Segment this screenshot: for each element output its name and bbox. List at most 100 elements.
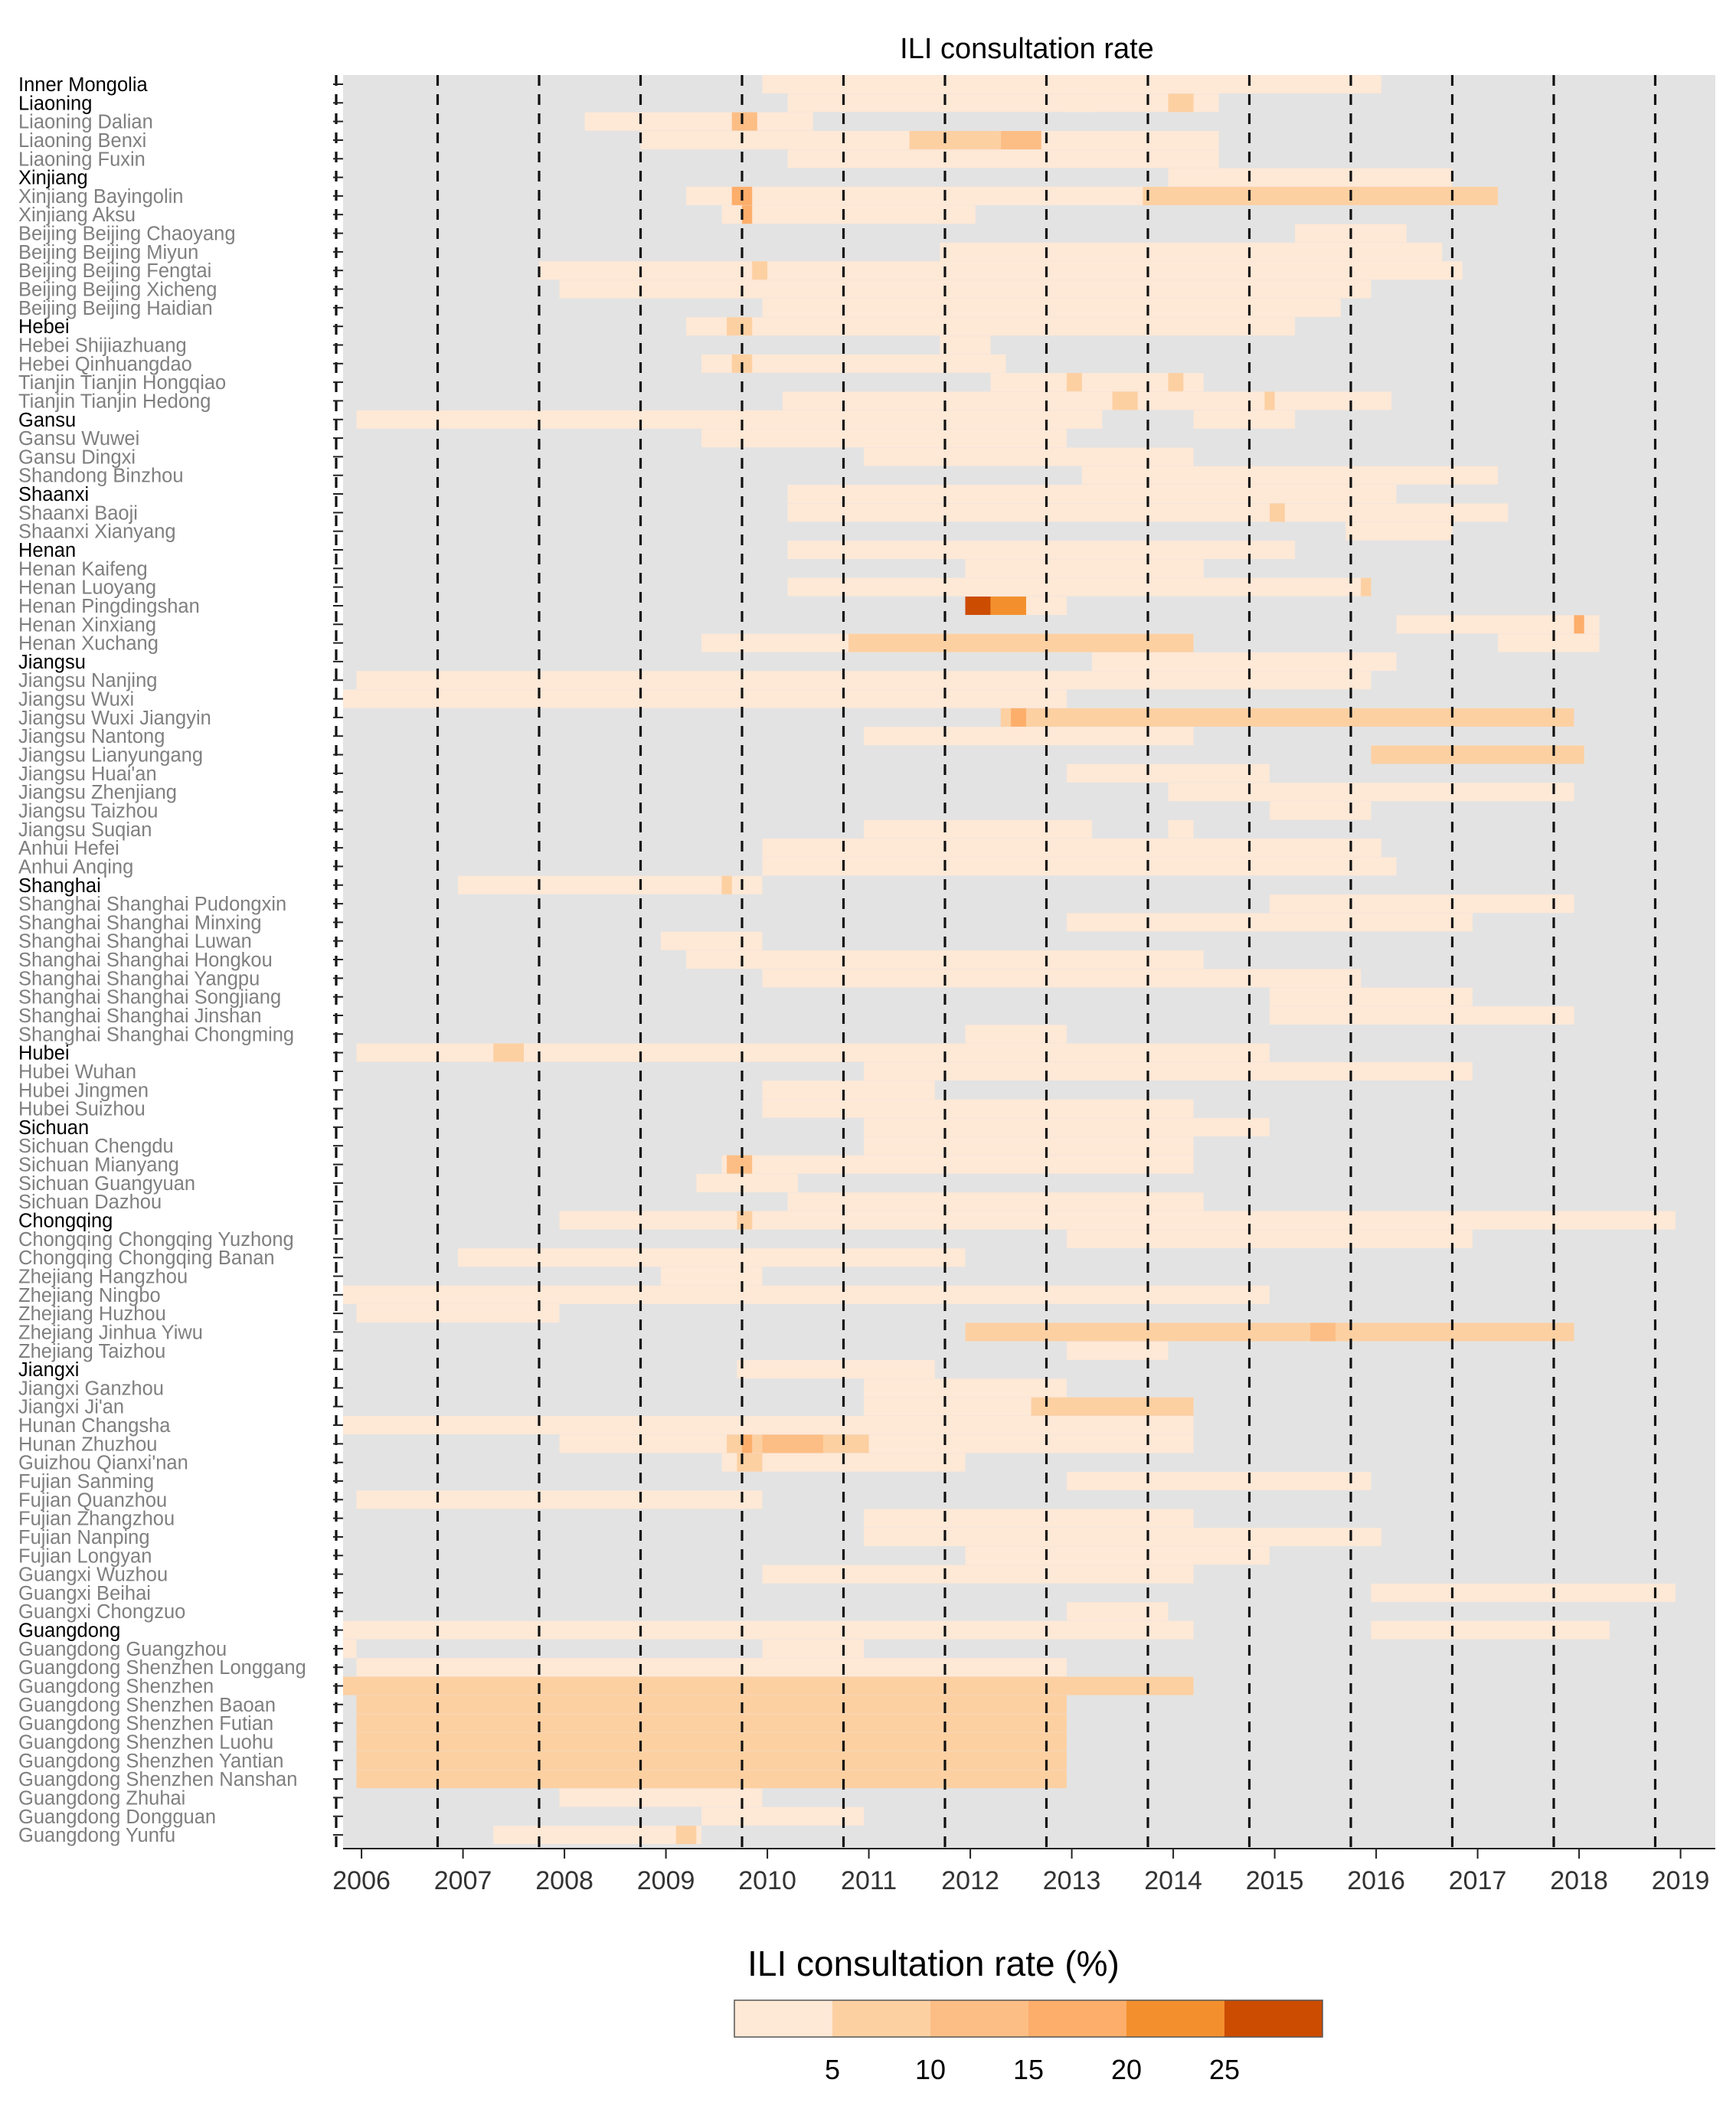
heatmap-cell bbox=[675, 1826, 697, 1845]
heatmap-cell bbox=[559, 1788, 763, 1807]
heatmap-panel bbox=[335, 75, 1715, 1849]
heatmap-cell bbox=[762, 1099, 1194, 1118]
row-label: Henan Luoyang bbox=[18, 577, 156, 599]
legend: ILI consultation rate (%) 5 10 15 20 25 bbox=[734, 1944, 1323, 2085]
row-label: Beijing Beijing Fengtai bbox=[18, 260, 211, 282]
legend-swatch bbox=[734, 2000, 832, 2037]
heatmap-cell bbox=[1067, 1229, 1473, 1248]
heatmap-cell bbox=[787, 149, 1219, 168]
heatmap-cell bbox=[1067, 913, 1473, 932]
heatmap-cell bbox=[990, 597, 1026, 615]
heatmap-cell bbox=[1168, 168, 1453, 187]
heatmap-cell bbox=[696, 1173, 798, 1192]
heatmap-cell bbox=[990, 373, 1204, 392]
row-label: Sichuan Mianyang bbox=[18, 1155, 179, 1176]
row-label: Shanghai Shanghai Luwan bbox=[18, 931, 252, 953]
heatmap-cell bbox=[343, 1620, 1194, 1640]
row-label: Liaoning Fuxin bbox=[18, 149, 145, 170]
heatmap-cell bbox=[940, 242, 1443, 261]
heatmap-cell bbox=[539, 261, 1463, 280]
heatmap-cell bbox=[1168, 783, 1574, 802]
row-label: Shanghai Shanghai Chongming bbox=[18, 1024, 294, 1045]
row-label: Chongqing bbox=[18, 1211, 113, 1232]
row-label: Jiangsu Taizhou bbox=[18, 801, 158, 822]
heatmap-cell bbox=[737, 1453, 763, 1472]
row-label: Fujian Nanping bbox=[18, 1527, 150, 1548]
heatmap-cell bbox=[356, 1732, 1067, 1751]
x-tick-label: 2017 bbox=[1449, 1866, 1507, 1895]
heatmap-cell bbox=[1143, 186, 1499, 205]
heatmap-cell bbox=[661, 931, 763, 950]
heatmap-cell bbox=[787, 541, 1296, 559]
row-label: Shanghai Shanghai Yangpu bbox=[18, 968, 260, 989]
x-tick-label: 2010 bbox=[738, 1866, 796, 1895]
row-label: Jiangsu Nantong bbox=[18, 726, 165, 747]
x-tick-label: 2006 bbox=[332, 1866, 391, 1895]
heatmap-cell bbox=[356, 410, 1103, 429]
row-label: Hubei bbox=[18, 1043, 70, 1064]
row-label: Beijing Beijing Chaoyang bbox=[18, 224, 236, 245]
heatmap-cell bbox=[909, 131, 1001, 149]
heatmap-cell bbox=[559, 1211, 1676, 1230]
row-label: Xinjiang Aksu bbox=[18, 204, 136, 226]
heatmap-cell bbox=[343, 1285, 1270, 1304]
legend-swatch bbox=[1224, 2000, 1322, 2037]
heatmap-cell bbox=[458, 875, 763, 894]
row-label: Inner Mongolia bbox=[18, 74, 149, 96]
row-label: Jiangsu Lianyungang bbox=[18, 745, 203, 767]
row-label: Jiangsu Wuxi bbox=[18, 689, 134, 711]
heatmap-cell bbox=[1011, 708, 1026, 727]
row-label: Hunan Zhuzhou bbox=[18, 1434, 157, 1455]
heatmap-cell bbox=[864, 447, 1194, 466]
row-label: Guangdong Shenzhen bbox=[18, 1676, 214, 1698]
x-tick-label: 2008 bbox=[535, 1866, 593, 1895]
heatmap-cell bbox=[1310, 1323, 1336, 1342]
heatmap-cell bbox=[584, 112, 813, 131]
row-label: Tianjin Tianjin Hongqiao bbox=[18, 372, 226, 394]
heatmap-cell bbox=[493, 1043, 524, 1062]
heatmap-cell bbox=[356, 1695, 1067, 1714]
row-label: Shaanxi Xianyang bbox=[18, 522, 176, 543]
row-label: Jiangxi Ganzhou bbox=[18, 1378, 164, 1399]
heatmap-cell bbox=[356, 1658, 1067, 1677]
legend-colorbar bbox=[734, 1999, 1323, 2038]
heatmap-cell bbox=[1270, 801, 1371, 820]
row-label: Anhui Hefei bbox=[18, 838, 119, 859]
heatmap-cell bbox=[864, 1509, 1194, 1528]
row-label: Xinjiang bbox=[18, 168, 88, 189]
heatmap-cell bbox=[1371, 1620, 1610, 1640]
heatmap-cell bbox=[1168, 819, 1194, 839]
heatmap-cell bbox=[783, 391, 1391, 410]
heatmap-cell bbox=[737, 1211, 753, 1230]
heatmap-cell bbox=[1067, 1341, 1169, 1360]
row-label: Sichuan Guangyuan bbox=[18, 1173, 195, 1195]
heatmap-cell bbox=[762, 75, 1381, 93]
heatmap-cell bbox=[661, 1267, 763, 1286]
row-label: Zhejiang Taizhou bbox=[18, 1341, 165, 1362]
heatmap-cell bbox=[1371, 1583, 1676, 1602]
legend-ticks: 5 10 15 20 25 bbox=[825, 2054, 1240, 2085]
heatmap-cell bbox=[787, 577, 1371, 597]
heatmap-cell bbox=[1067, 1472, 1371, 1490]
heatmap-cell bbox=[559, 280, 1371, 299]
heatmap-cell bbox=[864, 1117, 1270, 1136]
heatmap-cell bbox=[1270, 987, 1473, 1006]
row-label: Jiangsu Nanjing bbox=[18, 670, 157, 692]
x-axis: 2006 2007 2008 2009 2010 2011 2012 2013 2014 2015… bbox=[332, 1848, 1715, 1895]
y-axis-ticks bbox=[333, 83, 343, 1836]
row-label: Shanghai Shanghai Pudongxin bbox=[18, 894, 286, 915]
row-label: Zhejiang Ningbo bbox=[18, 1285, 161, 1306]
row-label: Fujian Quanzhou bbox=[18, 1489, 167, 1511]
heatmap-cell bbox=[1000, 708, 1574, 727]
heatmap-cell bbox=[940, 335, 991, 355]
row-label: Fujian Sanming bbox=[18, 1471, 154, 1493]
x-tick-label: 2018 bbox=[1550, 1866, 1608, 1895]
heatmap-cell bbox=[787, 1192, 1204, 1211]
row-label: Henan Xinxiang bbox=[18, 614, 156, 636]
heatmap-cell bbox=[1270, 1006, 1574, 1025]
heatmap-cell bbox=[965, 1025, 1067, 1044]
heatmap-cell bbox=[1031, 1397, 1194, 1416]
row-label: Hebei Shijiazhuang bbox=[18, 335, 187, 357]
chart-title: ILI consultation rate bbox=[900, 33, 1154, 65]
row-label: Hubei Suizhou bbox=[18, 1099, 145, 1120]
